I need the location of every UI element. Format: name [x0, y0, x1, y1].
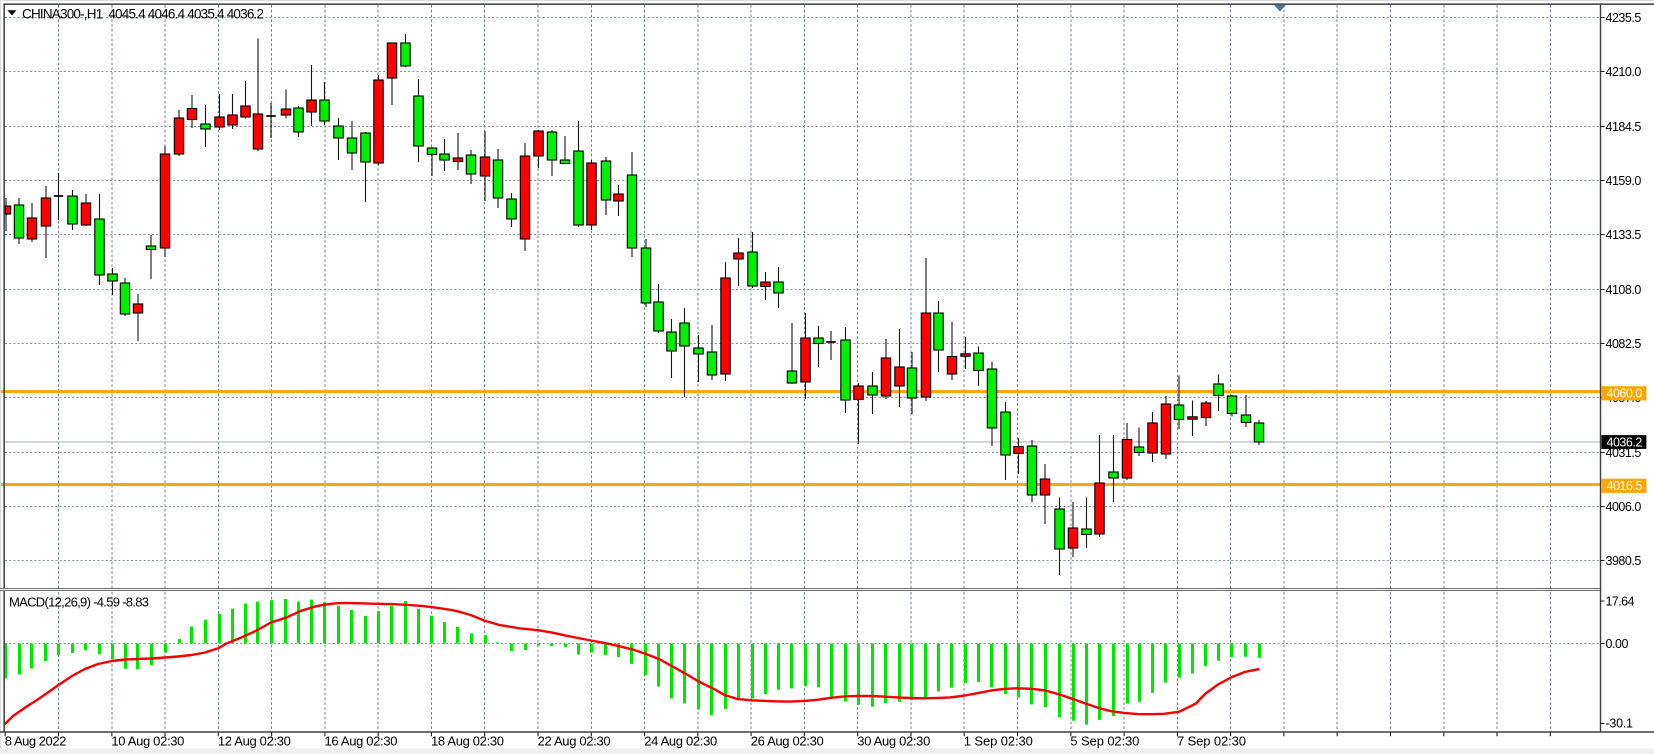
svg-text:26 Aug 02:30: 26 Aug 02:30: [751, 734, 824, 749]
svg-text:4016.5: 4016.5: [1607, 479, 1643, 493]
svg-text:4060.0: 4060.0: [1607, 387, 1643, 401]
svg-text:0.00: 0.00: [1606, 637, 1629, 651]
svg-text:5 Sep 02:30: 5 Sep 02:30: [1070, 734, 1139, 749]
svg-text:18 Aug 02:30: 18 Aug 02:30: [431, 734, 504, 749]
svg-text:4235.5: 4235.5: [1606, 11, 1642, 25]
svg-text:4036.2: 4036.2: [1607, 435, 1643, 449]
svg-text:MACD(12,26,9) -4.59 -8.83: MACD(12,26,9) -4.59 -8.83: [9, 595, 149, 610]
svg-text:22 Aug 02:30: 22 Aug 02:30: [538, 734, 611, 749]
svg-text:30 Aug 02:30: 30 Aug 02:30: [857, 734, 930, 749]
svg-text:7 Sep 02:30: 7 Sep 02:30: [1177, 734, 1246, 749]
svg-text:8 Aug 2022: 8 Aug 2022: [5, 734, 67, 749]
svg-text:10 Aug 02:30: 10 Aug 02:30: [111, 734, 184, 749]
svg-text:4184.5: 4184.5: [1606, 120, 1642, 134]
svg-text:24 Aug 02:30: 24 Aug 02:30: [644, 734, 717, 749]
svg-text:4159.0: 4159.0: [1606, 174, 1642, 188]
svg-text:4082.5: 4082.5: [1606, 337, 1642, 351]
svg-text:4133.5: 4133.5: [1606, 228, 1642, 242]
svg-text:4031.5: 4031.5: [1606, 446, 1642, 460]
svg-text:12 Aug 02:30: 12 Aug 02:30: [218, 734, 291, 749]
svg-text:4108.0: 4108.0: [1606, 283, 1642, 297]
svg-text:17.64: 17.64: [1606, 594, 1635, 608]
svg-text:1 Sep 02:30: 1 Sep 02:30: [964, 734, 1033, 749]
svg-text:4210.0: 4210.0: [1606, 65, 1642, 79]
svg-text:4006.0: 4006.0: [1606, 500, 1642, 514]
svg-text:16 Aug 02:30: 16 Aug 02:30: [325, 734, 398, 749]
svg-text:3980.5: 3980.5: [1606, 554, 1642, 568]
svg-text:-30.1: -30.1: [1606, 717, 1634, 731]
svg-text:CHINA300-,H1 4045.4 4046.4 40: CHINA300-,H1 4045.4 4046.4 4035.4 4036.2: [22, 7, 264, 22]
